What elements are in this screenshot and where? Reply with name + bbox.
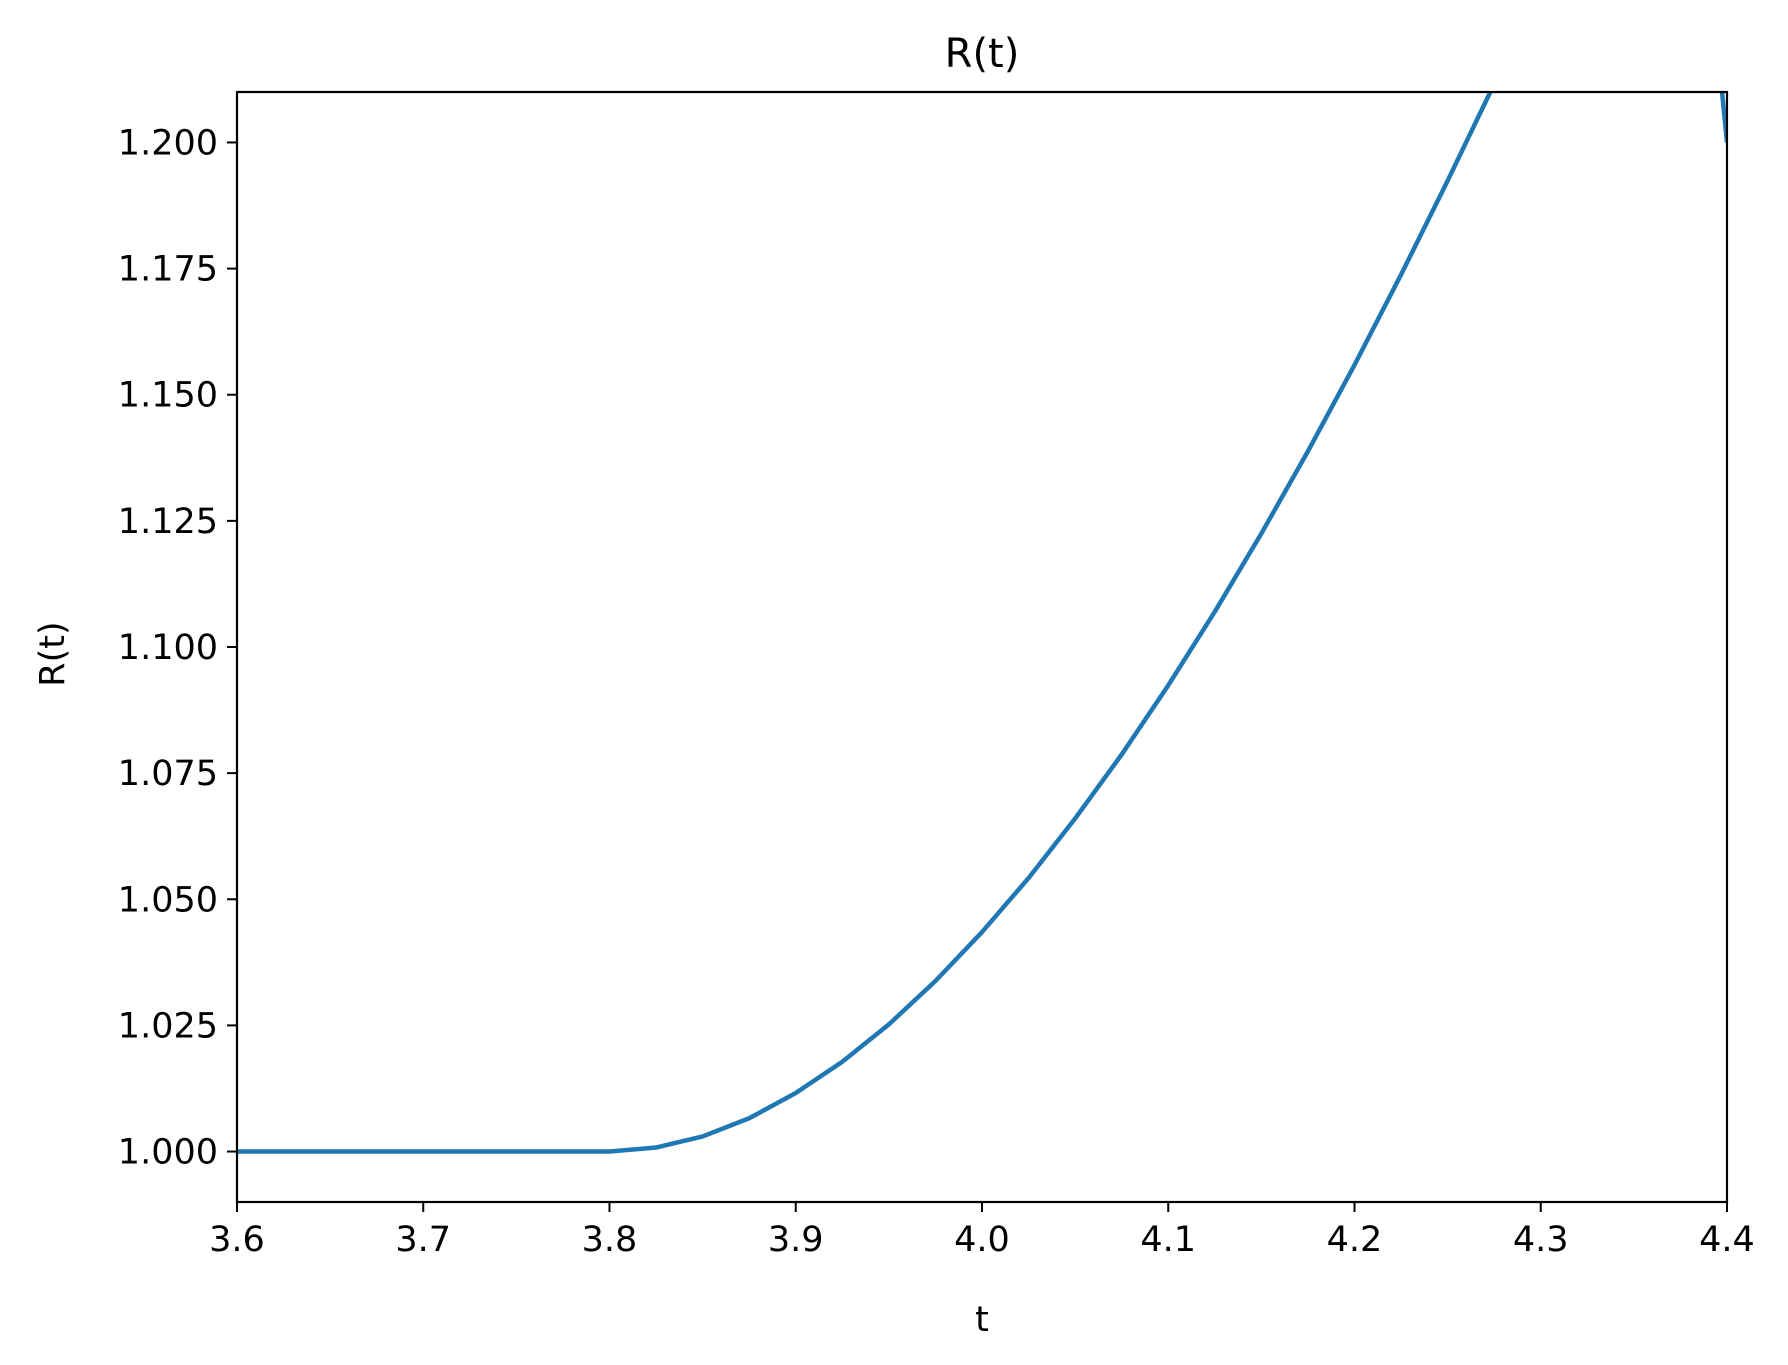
y-tick-label: 1.025 [118, 1006, 218, 1046]
x-tick-label: 4.4 [1699, 1220, 1755, 1260]
plot-area: 3.6 3.7 3.8 3.9 4.0 4.1 4.2 4.3 4.4 1.000 1.025 1.0… [118, 90, 1755, 1260]
y-tick-label: 1.100 [118, 628, 218, 668]
x-tick-label: 3.7 [395, 1220, 451, 1260]
x-tick-label: 3.9 [768, 1220, 824, 1260]
series-line-0 [237, 92, 1727, 1154]
y-axis-label: R(t) [33, 621, 73, 686]
y-tick-label: 1.075 [118, 754, 218, 794]
x-tick-label: 4.1 [1140, 1220, 1196, 1260]
chart-title: R(t) [945, 31, 1020, 77]
y-tick-label: 1.125 [118, 502, 218, 542]
x-axis-label: t [975, 1300, 989, 1340]
x-tick-label: 3.8 [582, 1220, 638, 1260]
x-tick-label: 4.2 [1327, 1220, 1383, 1260]
y-tick-label: 1.175 [118, 250, 218, 290]
x-tick-label: 4.0 [954, 1220, 1010, 1260]
y-tick-label: 1.200 [118, 123, 218, 163]
y-tick-label: 1.150 [118, 376, 218, 416]
y-tick-label: 1.050 [118, 880, 218, 920]
y-tick-label: 1.000 [118, 1133, 218, 1173]
x-tick-label: 4.3 [1513, 1220, 1569, 1260]
x-tick-label: 3.6 [209, 1220, 265, 1260]
